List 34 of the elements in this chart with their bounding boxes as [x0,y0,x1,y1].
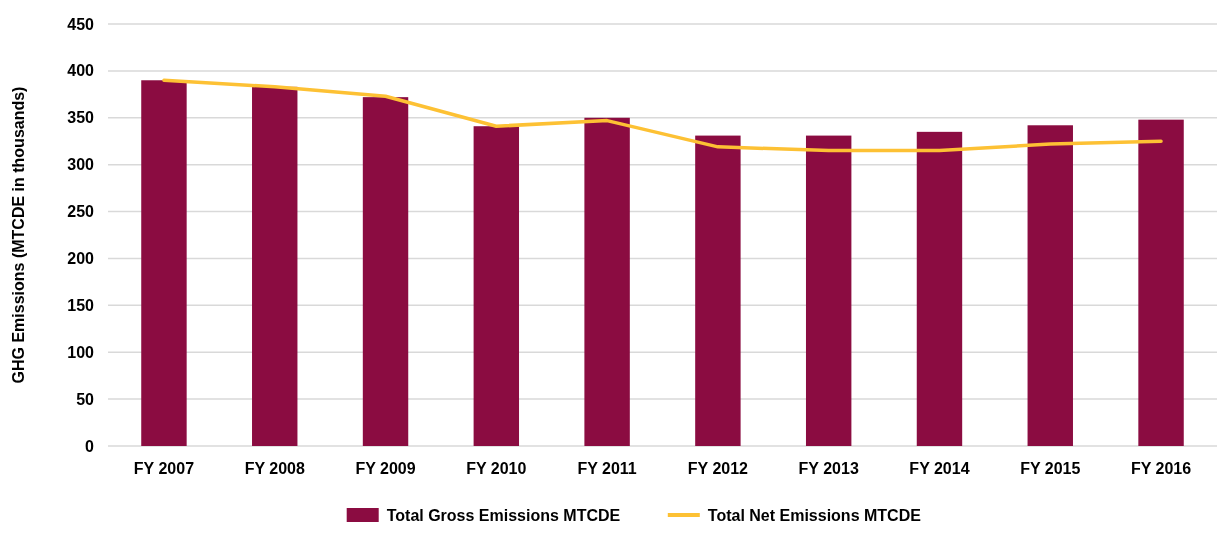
line-series [162,78,1163,153]
x-tick-label: FY 2013 [798,460,859,477]
bar [1138,119,1184,446]
x-tick-label: FY 2015 [1020,460,1081,477]
bar [1027,125,1073,446]
y-tick-label: 0 [85,437,95,455]
x-tick-label: FY 2014 [909,460,970,477]
bar [252,86,298,446]
y-tick-label: 400 [67,62,95,80]
y-tick-label: 350 [67,109,95,127]
y-axis-title: GHG Emissions (MTCDE in thousands) [10,86,27,384]
y-tick-label: 50 [76,390,95,408]
bar [584,117,630,446]
bar [916,131,963,446]
y-tick-label: 100 [67,343,95,361]
x-tick-label: FY 2010 [466,460,527,477]
x-tick-label: FY 2011 [577,460,637,477]
x-tick-label: FY 2009 [355,460,416,477]
y-tick-label: 150 [67,296,95,314]
x-tick-label: FY 2008 [244,460,305,477]
x-tick-label: FY 2016 [1130,460,1192,477]
bar [362,97,409,446]
legend-label: Total Gross Emissions MTCDE [386,506,621,524]
x-tick-label: FY 2012 [687,460,749,477]
bar [473,126,520,446]
y-tick-label: 200 [67,250,95,268]
x-tick-label: FY 2007 [133,460,195,477]
bar [805,135,852,446]
bar [141,80,187,446]
y-tick-label: 450 [67,15,95,33]
bar [695,135,741,446]
y-tick-label: 300 [67,156,95,174]
y-tick-label: 250 [67,203,95,221]
legend-label: Total Net Emissions MTCDE [707,506,922,524]
